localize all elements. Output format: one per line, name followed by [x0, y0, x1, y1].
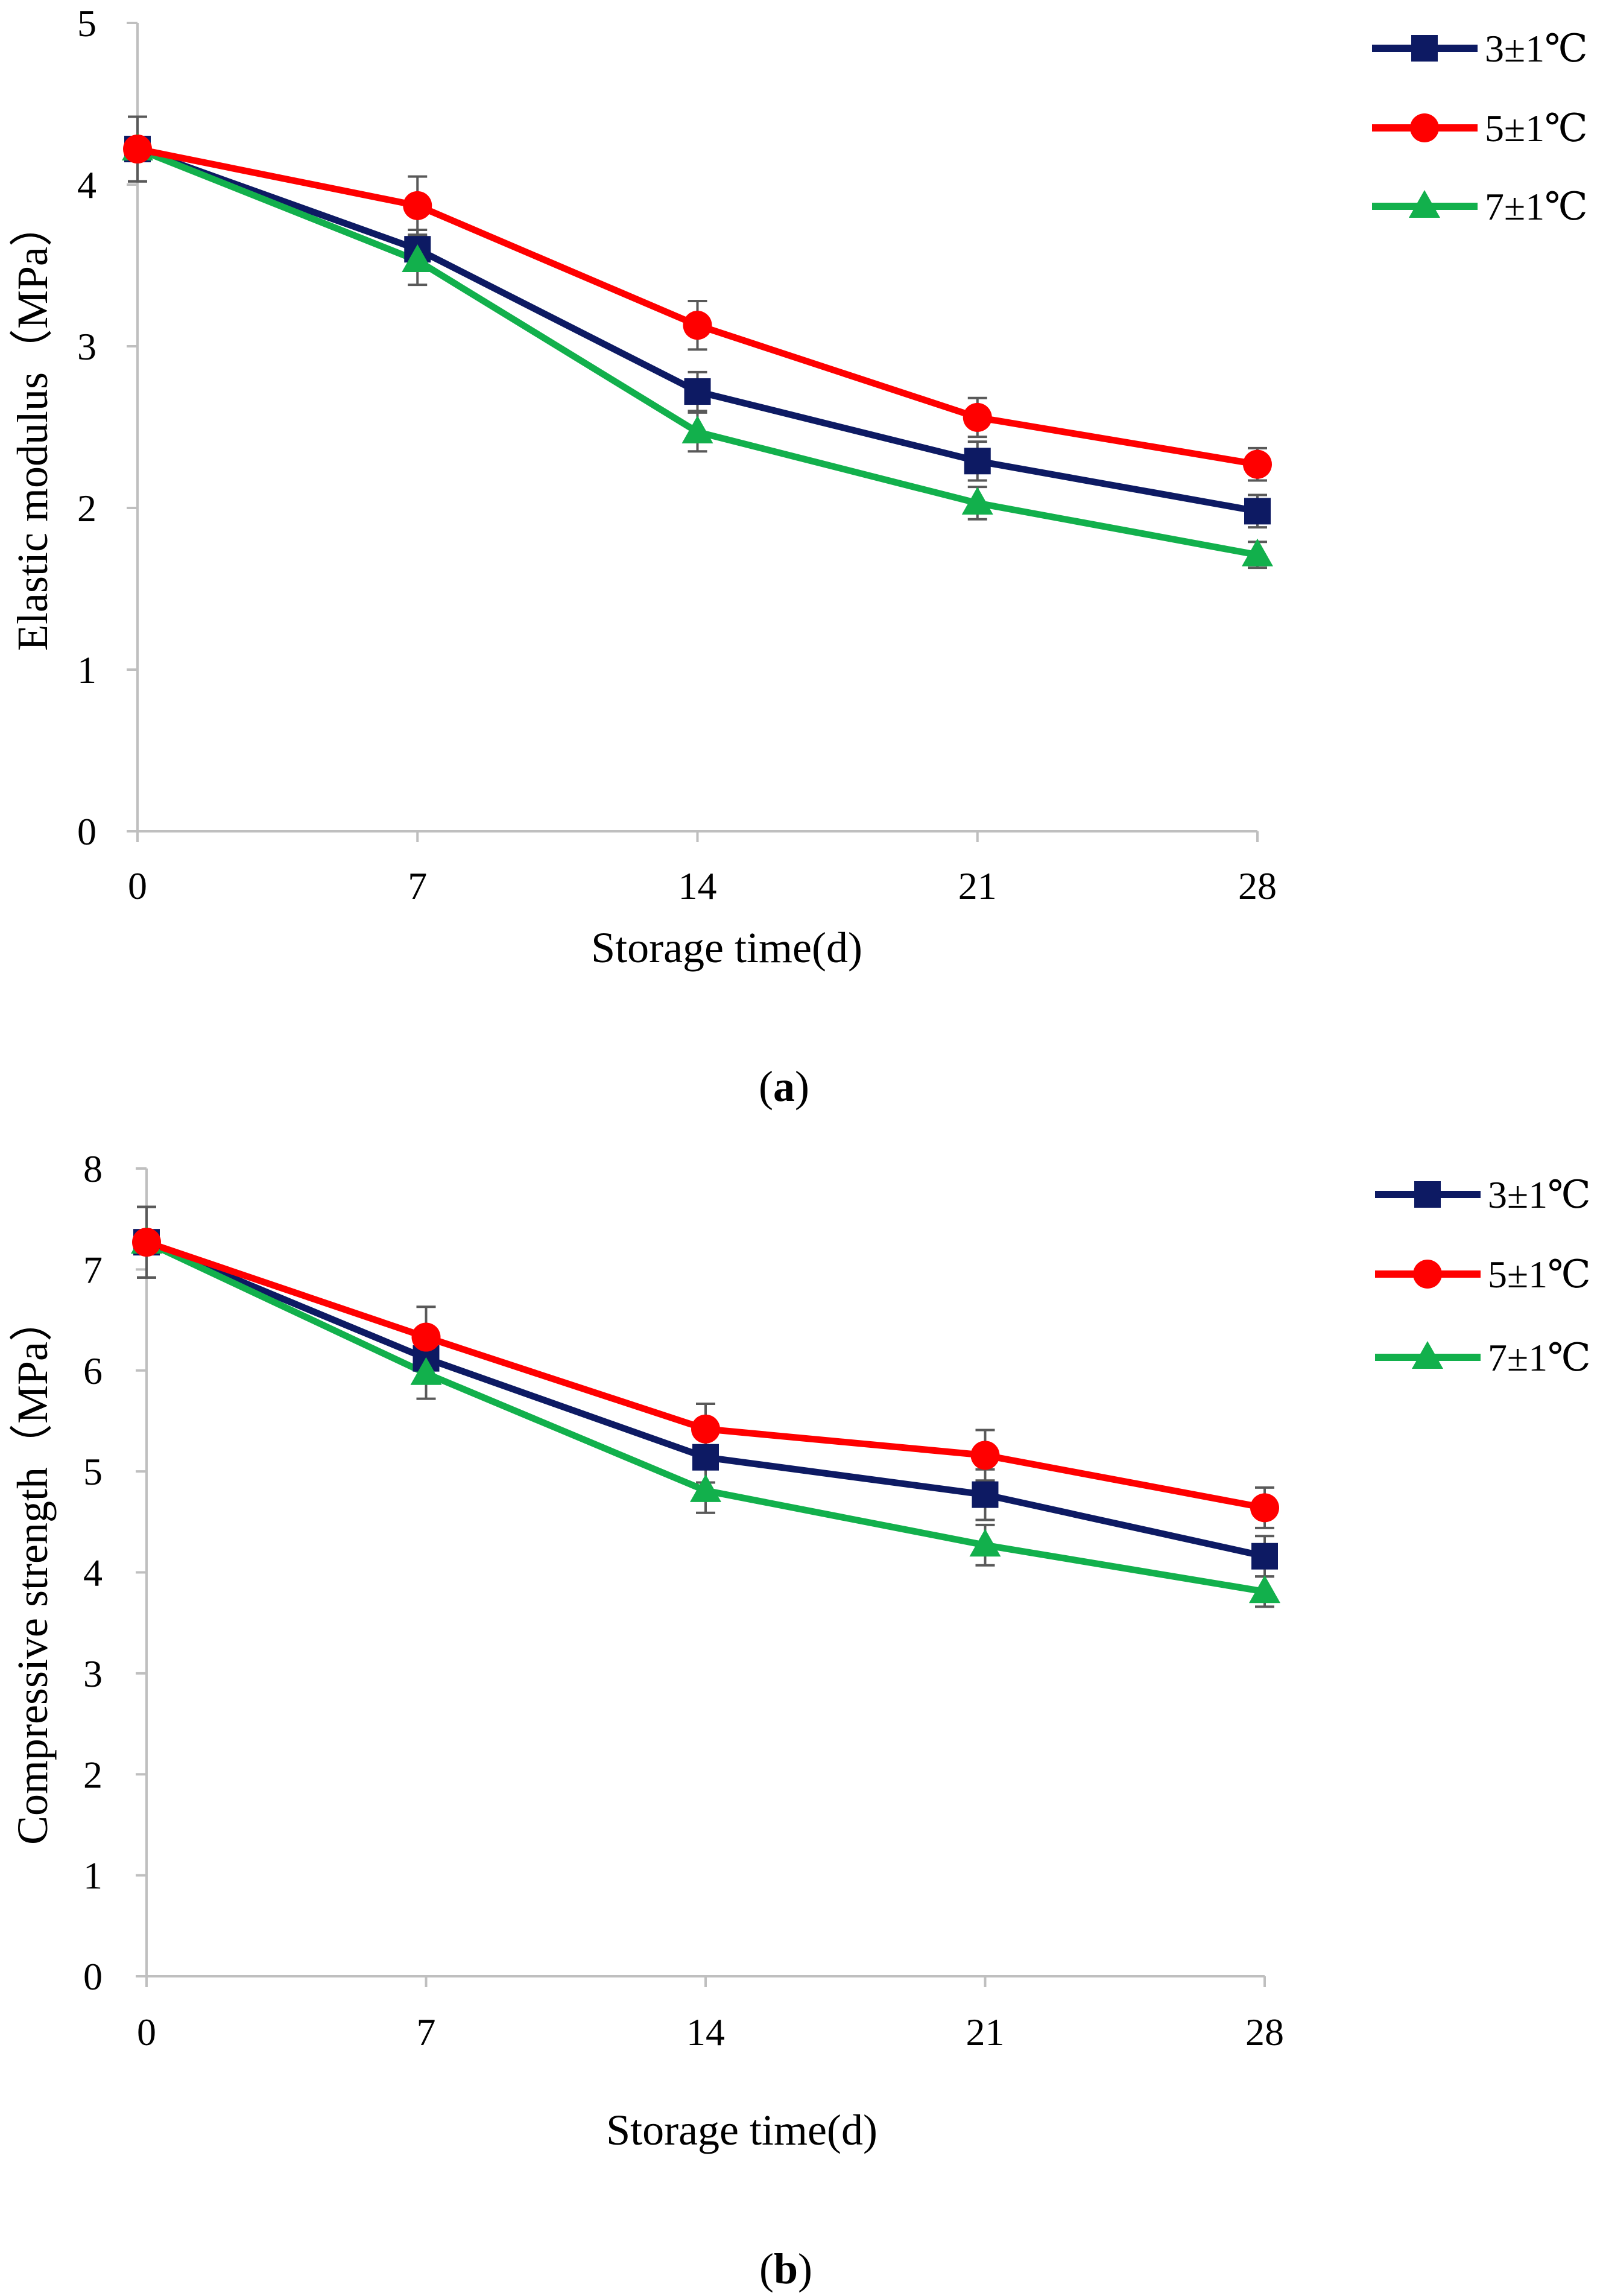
panel-label-b-text: b: [774, 2245, 798, 2293]
chart-a-marker-s0-p2: [684, 378, 711, 405]
legend-b-marker-shape-1: [1414, 1181, 1441, 1208]
legend-a-label-3: 7±1℃: [1485, 185, 1588, 228]
chart-b-y-tick-label-8: 8: [83, 1147, 103, 1190]
chart-b-y-tick-label-6: 6: [83, 1349, 103, 1392]
chart-b-x-tick-label-0: 0: [137, 2011, 156, 2053]
chart-a-y-tick-label-5: 5: [77, 2, 96, 45]
chart-a-ticks: 0 1 2 3 4 5 0 7 14 21 28: [77, 2, 1277, 907]
chart-a-marker-s2-p2: [681, 416, 713, 444]
chart-b-x-tick-label-2: 14: [686, 2011, 725, 2053]
legend-b-marker-2: [1413, 1260, 1442, 1289]
chart-b-legend: 3±1℃ 5±1℃ 7±1℃: [1375, 1173, 1591, 1379]
chart-a-marker-s2-p1: [402, 244, 434, 272]
chart-a-x-tick-label-3: 21: [958, 864, 997, 907]
chart-a-y-tick-label-4: 4: [77, 163, 96, 206]
panel-label-b: (b): [759, 2245, 812, 2293]
chart-a-series-lines: [136, 145, 1258, 559]
legend-b-marker-1: [1414, 1181, 1441, 1208]
chart-b-marker-s2-p1: [410, 1357, 442, 1385]
chart-a-marker-s1-p3: [963, 402, 992, 432]
chart-b-x-tick-label-1: 7: [417, 2011, 436, 2053]
chart-b-marker-s1-p0: [132, 1228, 161, 1257]
legend-b-marker-shape-2: [1413, 1260, 1442, 1289]
legend-a-marker-shape-1: [1411, 35, 1438, 62]
legend-b-label-3: 7±1℃: [1488, 1336, 1591, 1379]
legend-a-item-3: 7±1℃: [1372, 185, 1588, 228]
chart-b: 0 1 2 3 4 5 6 7 8 0 7 14 21 28 Storage time(d) Compre…: [8, 1147, 1591, 2293]
chart-a-x-tick-label-1: 7: [408, 864, 427, 907]
chart-b-y-axis-label: Compressive strength（MPa）: [8, 1298, 57, 1845]
chart-a-marker-s1-p0: [123, 135, 152, 164]
legend-b-label-1: 3±1℃: [1488, 1173, 1591, 1216]
chart-b-marker-s2-p3: [969, 1529, 1001, 1557]
legend-a-item-2: 5±1℃: [1372, 107, 1588, 150]
legend-a-marker-2: [1410, 113, 1439, 142]
chart-b-x-tick-label-4: 28: [1245, 2011, 1284, 2053]
chart-b-y-tick-label-4: 4: [83, 1552, 103, 1594]
chart-a-y-tick-label-1: 1: [77, 649, 96, 691]
chart-b-y-tick-label-0: 0: [83, 1955, 103, 1998]
chart-a-marker-s1-p4: [1243, 449, 1272, 479]
chart-a-y-tick-label-0: 0: [77, 810, 96, 853]
legend-b-item-2: 5±1℃: [1375, 1253, 1591, 1296]
chart-b-marker-s1-p2: [691, 1414, 720, 1444]
legend-b-marker-shape-3: [1412, 1341, 1443, 1369]
legend-b-label-2: 5±1℃: [1488, 1253, 1591, 1296]
chart-a-legend: 3±1℃ 5±1℃ 7±1℃: [1372, 27, 1588, 228]
chart-b-x-tick-label-3: 21: [966, 2011, 1005, 2053]
legend-b-item-3: 7±1℃: [1375, 1336, 1591, 1379]
chart-b-x-axis-label: Storage time(d): [606, 2106, 877, 2154]
legend-a-item-1: 3±1℃: [1372, 27, 1588, 70]
legend-a-marker-shape-2: [1410, 113, 1439, 142]
chart-a-x-tick-label-0: 0: [128, 864, 147, 907]
chart-a-x-tick-label-2: 14: [678, 864, 717, 907]
chart-a-marker-s1-p1: [403, 191, 432, 220]
chart-a-x-tick-label-4: 28: [1238, 864, 1277, 907]
chart-a-y-tick-label-2: 2: [77, 487, 96, 530]
legend-a-label-2: 5±1℃: [1485, 107, 1588, 150]
chart-b-marker-s0-p4: [1251, 1543, 1278, 1570]
panel-label-a: (a): [759, 1062, 809, 1111]
legend-b-marker-3: [1412, 1341, 1443, 1369]
chart-b-y-tick-label-1: 1: [83, 1854, 103, 1897]
chart-b-marker-s1-p1: [411, 1322, 441, 1352]
chart-b-marker-s0-p2: [692, 1444, 719, 1471]
chart-b-marker-s2-p4: [1249, 1575, 1280, 1603]
chart-a-marker-s2-p3: [961, 486, 993, 515]
legend-a-label-1: 3±1℃: [1485, 27, 1588, 70]
chart-a-marker-s0-p4: [1244, 498, 1271, 525]
chart-a: 0 1 2 3 4 5 0 7 14 21 28 Storage time(d) Elastic m…: [8, 2, 1588, 1111]
chart-b-markers: [131, 1226, 1280, 1603]
chart-b-marker-s1-p4: [1250, 1493, 1279, 1523]
legend-a-marker-1: [1411, 35, 1438, 62]
chart-b-marker-s1-p3: [970, 1441, 1000, 1470]
chart-b-error-bars: [137, 1205, 1274, 1608]
chart-b-y-tick-label-3: 3: [83, 1652, 103, 1695]
chart-b-ticks: 0 1 2 3 4 5 6 7 8 0 7 14 21 28: [83, 1147, 1284, 2053]
chart-a-marker-s0-p3: [964, 448, 991, 475]
chart-a-marker-s2-p4: [1242, 538, 1273, 566]
chart-a-marker-s1-p2: [683, 311, 712, 340]
chart-b-y-tick-label-7: 7: [83, 1248, 103, 1291]
legend-a-marker-3: [1409, 190, 1440, 218]
chart-b-y-tick-label-2: 2: [83, 1753, 103, 1796]
chart-a-y-tick-label-3: 3: [77, 325, 96, 368]
chart-a-markers: [122, 133, 1273, 566]
chart-b-marker-s2-p2: [690, 1474, 721, 1502]
chart-a-x-axis-label: Storage time(d): [591, 924, 862, 972]
legend-a-marker-shape-3: [1409, 190, 1440, 218]
chart-b-marker-s0-p3: [972, 1481, 999, 1508]
panel-label-a-text: a: [773, 1062, 795, 1111]
chart-a-y-axis-label: Elastic modulus（MPa）: [8, 203, 57, 651]
chart-b-y-tick-label-5: 5: [83, 1450, 103, 1493]
legend-b-item-1: 3±1℃: [1375, 1173, 1591, 1216]
